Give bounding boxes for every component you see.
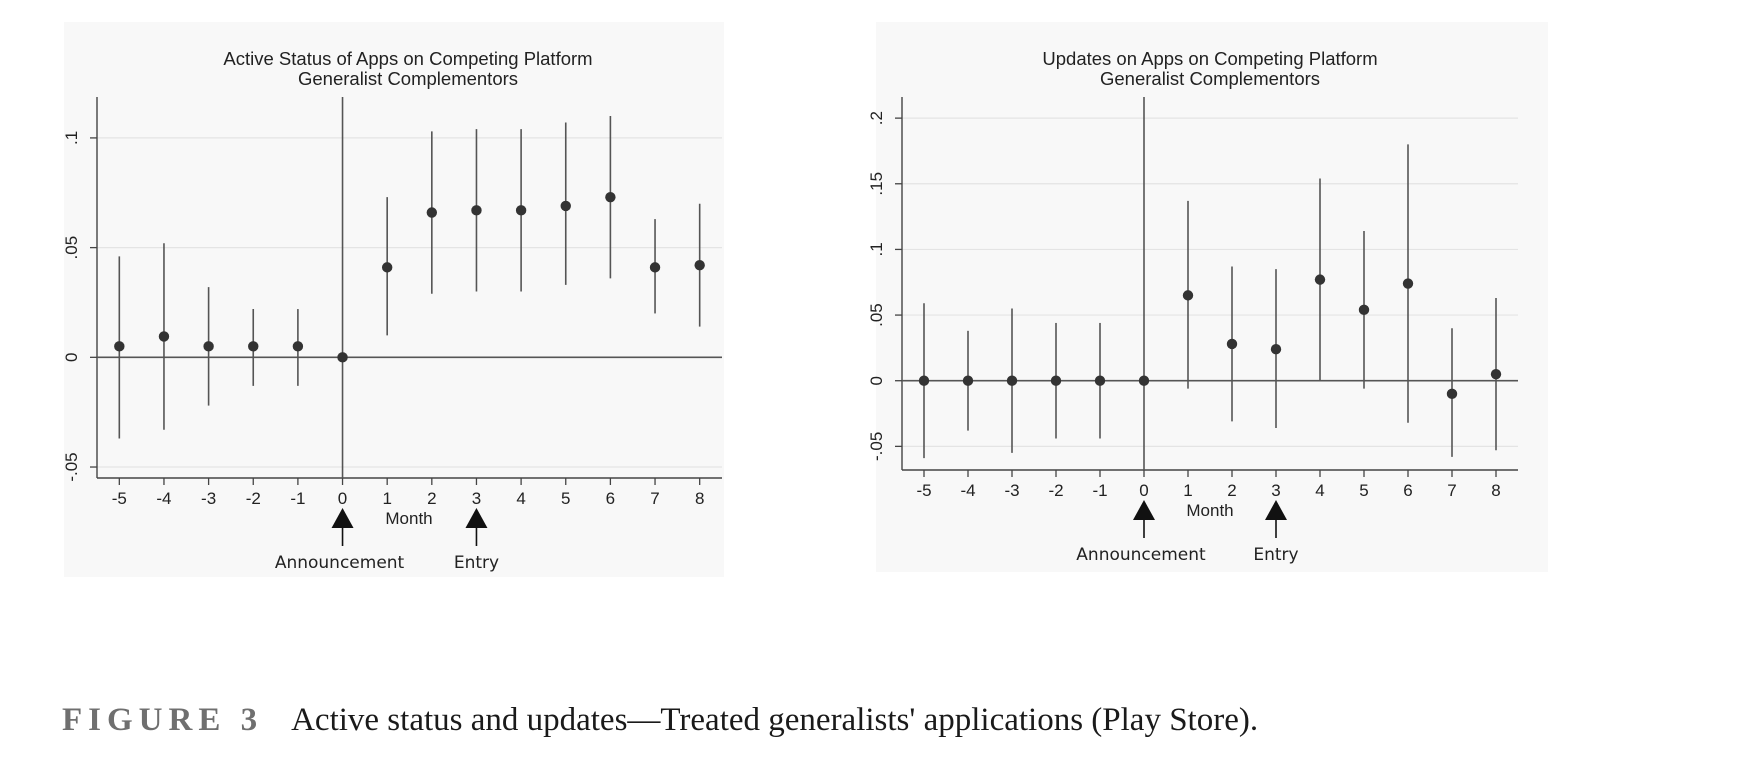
x-tick-label: 0 [338,489,347,508]
point-estimate [203,341,214,352]
plot-background [876,22,1548,572]
point-estimate [1138,375,1150,386]
point-estimate [1358,304,1370,316]
point-estimate [918,375,930,386]
x-tick-label: -1 [290,489,305,508]
annotation-label: Entry [1253,545,1298,565]
y-tick-label: .1 [62,131,81,145]
point-estimate [381,262,393,273]
point-estimate [426,207,438,218]
point-estimate [1314,274,1326,285]
chart-subtitle: Generalist Complementors [1100,68,1320,89]
x-tick-label: 4 [1315,481,1324,500]
y-tick-label: .2 [867,111,886,125]
point-estimate [114,341,125,352]
annotation-label: Entry [454,553,499,573]
x-tick-label: 8 [1491,481,1500,500]
annotation-label: Announcement [1076,545,1206,565]
annotation-label: Announcement [275,553,405,573]
x-tick-label: 6 [606,489,615,508]
x-tick-label: 5 [1359,481,1368,500]
point-estimate [292,341,304,352]
x-tick-label: 4 [516,489,525,508]
chart-svg: Updates on Apps on Competing PlatformGen… [867,22,1548,572]
point-estimate [515,205,527,216]
x-tick-label: 6 [1403,481,1412,500]
x-tick-label: 8 [695,489,704,508]
point-estimate [471,205,482,216]
point-estimate [649,262,661,273]
chart-svg: Active Status of Apps on Competing Platf… [62,22,724,577]
x-tick-label: 3 [472,489,481,508]
x-tick-label: 1 [382,489,391,508]
x-axis-label: Month [1186,501,1233,520]
y-tick-label: -.05 [867,432,886,461]
x-tick-label: -4 [960,481,975,500]
y-tick-label: .15 [867,172,886,196]
x-tick-label: 3 [1271,481,1280,500]
point-estimate [1226,338,1238,350]
x-tick-label: -5 [112,489,127,508]
y-tick-label: .1 [867,242,886,256]
x-tick-label: -4 [156,489,171,508]
chart-panel-active-status: Active Status of Apps on Competing Platf… [0,0,800,620]
x-tick-label: -3 [1004,481,1019,500]
x-tick-label: -1 [1092,481,1107,500]
point-estimate [962,375,974,386]
point-estimate [1402,278,1414,289]
chart-subtitle: Generalist Complementors [298,68,518,89]
annotation-arrow-head [1265,500,1287,520]
point-estimate [605,191,616,203]
y-tick-label: .05 [62,236,81,260]
y-tick-label: 0 [62,353,81,362]
point-estimate [560,200,571,212]
x-tick-label: -2 [1048,481,1063,500]
y-tick-label: .05 [867,303,886,327]
x-tick-label: -2 [246,489,261,508]
annotation-arrow-head [331,508,354,528]
x-tick-label: 5 [561,489,570,508]
x-tick-label: 0 [1139,481,1148,500]
point-estimate [248,341,259,352]
figure-label: FIGURE 3 [62,702,264,738]
x-axis-label: Month [385,509,432,528]
point-estimate [1490,368,1502,380]
point-estimate [1182,290,1194,301]
x-tick-label: 7 [1447,481,1456,500]
point-estimate [694,259,705,271]
chart-panel-updates: Updates on Apps on Competing Platform Gen… [860,0,1560,620]
y-tick-label: -.05 [62,452,81,481]
point-estimate [1050,375,1062,386]
x-tick-label: -3 [201,489,216,508]
chart-title: Active Status of Apps on Competing Platf… [223,48,592,69]
x-tick-label: 2 [1227,481,1236,500]
figure-caption: FIGURE 3 Active status and updates—Treate… [62,702,1722,739]
x-tick-label: 7 [650,489,659,508]
point-estimate [1446,388,1458,400]
annotation-arrow-head [465,508,488,528]
y-tick-label: 0 [867,376,886,385]
x-tick-label: -5 [916,481,931,500]
chart-title: Updates on Apps on Competing Platform [1042,48,1377,69]
point-estimate [1094,375,1106,386]
plot-background [64,22,724,577]
point-estimate [1270,344,1282,355]
x-tick-label: 1 [1183,481,1192,500]
x-tick-label: 2 [427,489,436,508]
point-estimate [1006,375,1018,386]
annotation-arrow-head [1133,500,1155,520]
figure-caption-text: Active status and updates—Treated genera… [291,702,1259,738]
point-estimate [337,352,348,363]
point-estimate [158,331,170,342]
